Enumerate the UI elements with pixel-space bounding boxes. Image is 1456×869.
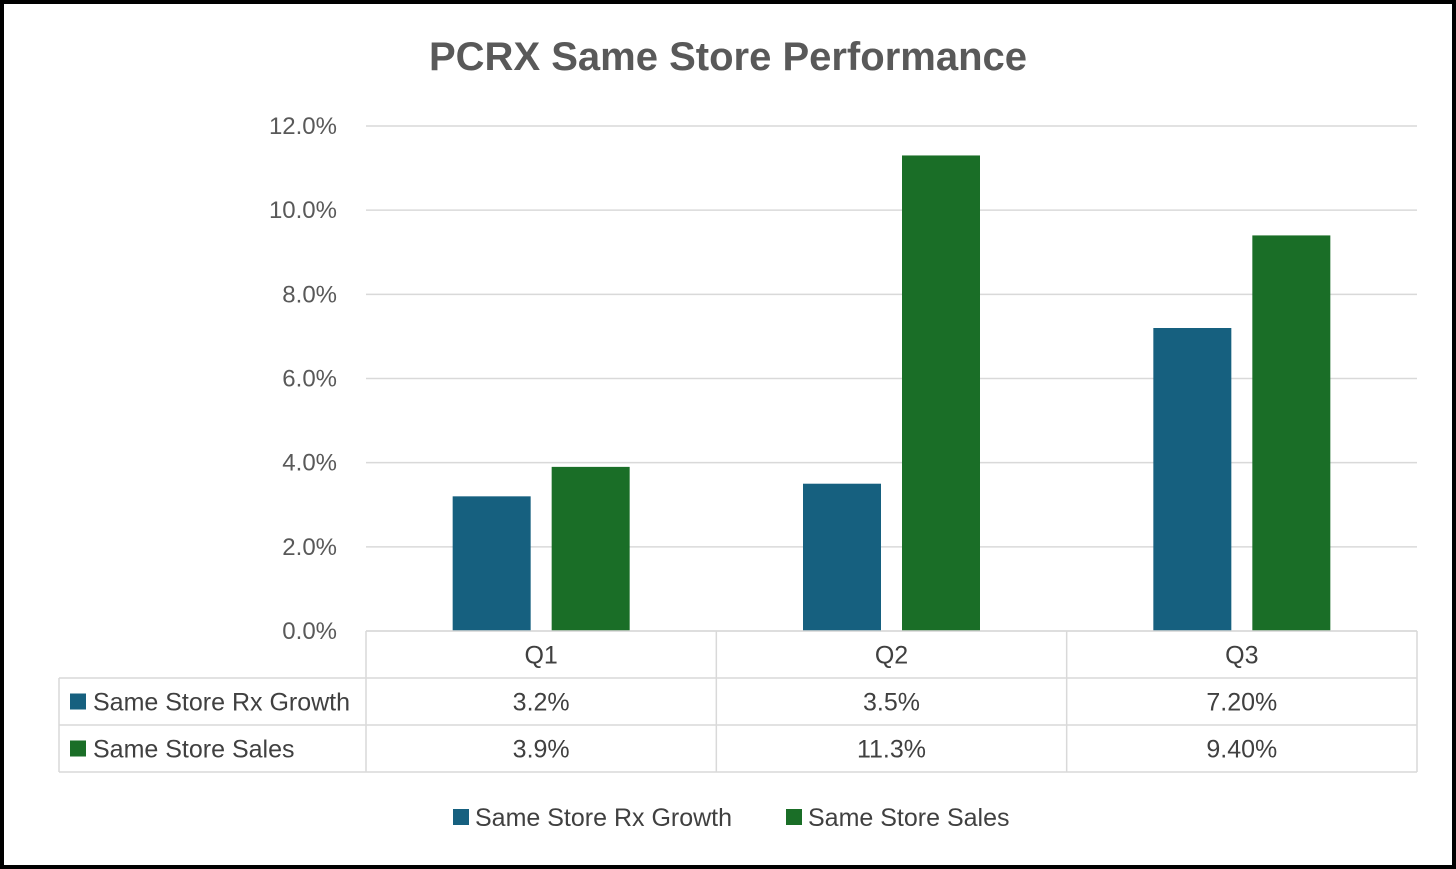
- bar-q3-series-1: [1153, 328, 1232, 631]
- bar-q2-series-2: [902, 155, 980, 632]
- y-axis: 0.0% 2.0% 4.0% 6.0% 8.0% 10.0% 12.0%: [269, 113, 337, 645]
- x-tick-label: Q3: [1225, 642, 1258, 670]
- x-tick-label: Q1: [524, 642, 557, 670]
- data-label: 3.2%: [513, 689, 570, 717]
- bar-q2-series-1: [803, 483, 881, 631]
- legend-swatch: [786, 809, 802, 825]
- bar-chart: PCRX Same Store Performance 0.0% 2.0% 4.0%…: [58, 35, 1418, 832]
- data-label: 11.3%: [857, 736, 926, 764]
- table-series-name: Same Store Rx Growth: [93, 689, 350, 717]
- legend-label: Same Store Sales: [808, 804, 1010, 832]
- data-label: 7.20%: [1206, 689, 1277, 717]
- table-series-key: [70, 740, 86, 757]
- bar-q1-series-2: [551, 466, 630, 631]
- data-table: Q1 Q2 Q3 Same Store Rx Growth 3.2% 3.5% 7.20% S…: [58, 630, 1418, 773]
- legend-label: Same Store Rx Growth: [475, 804, 732, 832]
- data-label: 3.9%: [513, 736, 570, 764]
- y-tick-label: 4.0%: [282, 450, 337, 477]
- table-series-key: [70, 693, 86, 710]
- legend: Same Store Rx Growth Same Store Sales: [453, 804, 1010, 832]
- x-tick-label: Q2: [875, 642, 908, 670]
- y-tick-label: 12.0%: [269, 113, 337, 140]
- data-label: 9.40%: [1206, 736, 1277, 764]
- table-series-name: Same Store Sales: [93, 736, 295, 764]
- bars: [452, 155, 1331, 632]
- y-tick-label: 8.0%: [282, 281, 337, 308]
- y-tick-label: 2.0%: [282, 534, 337, 561]
- y-tick-label: 10.0%: [269, 197, 337, 224]
- data-label: 3.5%: [863, 689, 920, 717]
- y-tick-label: 6.0%: [282, 366, 337, 393]
- bar-q1-series-1: [452, 496, 531, 631]
- legend-swatch: [453, 809, 469, 825]
- gridlines: [366, 125, 1417, 632]
- bar-q3-series-2: [1252, 235, 1331, 631]
- y-tick-label: 0.0%: [282, 618, 337, 645]
- chart-title: PCRX Same Store Performance: [429, 35, 1027, 79]
